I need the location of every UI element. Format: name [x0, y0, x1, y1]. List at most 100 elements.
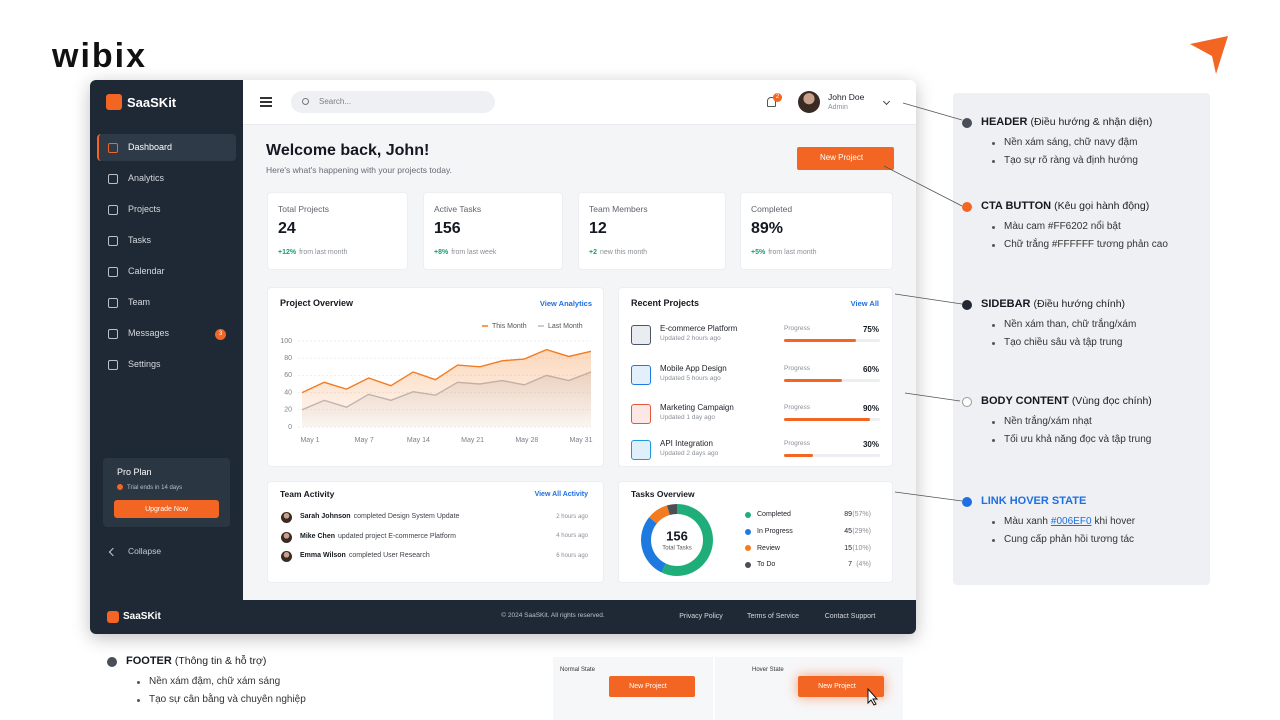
annotation-subtitle: (Kêu gọi hành động): [1054, 200, 1150, 213]
activity-time: 4 hours ago: [556, 533, 588, 540]
progress-track: [784, 454, 880, 457]
stat-change: +2: [589, 249, 597, 257]
activity-text: completed Design System Update: [353, 513, 460, 521]
task-share: (4%): [856, 561, 871, 569]
nav-item[interactable]: Messages: [128, 328, 170, 339]
cta-button[interactable]: [609, 676, 695, 697]
progress-label: Progress: [784, 365, 811, 373]
nav-item[interactable]: Tasks: [128, 235, 152, 246]
annotation-title: HEADER: [981, 115, 1028, 128]
footer-link[interactable]: Terms of Service: [746, 613, 800, 621]
activity-time: 2 hours ago: [556, 513, 588, 520]
project-icon: [631, 440, 651, 460]
progress-bar: [784, 418, 871, 421]
search-box[interactable]: [291, 91, 495, 113]
brand-icon: [106, 94, 122, 110]
annotation-bullet: Nền xám than, chữ trắng/xám: [1004, 318, 1137, 330]
bullet: [992, 323, 995, 327]
nav-item[interactable]: Analytics: [128, 173, 165, 184]
project-updated: Updated 2 days ago: [660, 450, 719, 458]
annotation-title: LINK HOVER STATE: [981, 494, 1087, 507]
bullet: [992, 225, 995, 229]
task-count: 45: [844, 527, 852, 535]
nav-item[interactable]: Settings: [128, 359, 161, 370]
bell[interactable]: [767, 97, 776, 107]
stat-note: from last week: [451, 249, 497, 257]
annotation-bullet: Màu xanh: [1004, 515, 1048, 527]
cta-label[interactable]: New Project: [629, 682, 667, 690]
project-name: Mobile App Design: [660, 363, 727, 373]
stat-label: Active Tasks: [434, 204, 482, 215]
card-link[interactable]: View All: [850, 298, 879, 308]
legend-dot: [745, 562, 751, 569]
footer-link[interactable]: Privacy Policy: [679, 613, 723, 621]
cta-button[interactable]: [797, 147, 894, 170]
task-name: Review: [757, 544, 780, 552]
nav-item[interactable]: Projects: [128, 204, 161, 215]
progress-value: 75%: [862, 324, 879, 334]
nav-icon: [108, 174, 118, 184]
stat-card: [740, 192, 893, 270]
nav-icon: [108, 236, 118, 246]
card-link[interactable]: View All Activity: [534, 491, 588, 499]
footer-brand: SaaSKit: [123, 610, 161, 622]
annotation-bullet: Chữ trắng #FFFFFF tương phản cao: [1004, 239, 1168, 250]
bullet: [992, 141, 995, 145]
stat-note: from last month: [768, 249, 817, 257]
legend-dot: [745, 545, 751, 552]
nav-icon: [108, 329, 118, 339]
nav-item[interactable]: Dashboard: [128, 142, 173, 153]
welcome-title: Welcome back, John!: [266, 142, 430, 160]
bullet: [137, 699, 140, 702]
hamburger-line: [260, 101, 272, 103]
legend-dot: [745, 528, 751, 535]
state-label: Normal State: [560, 666, 596, 673]
card-link[interactable]: View Analytics: [539, 298, 592, 308]
activity-user: Emma Wilson: [300, 552, 346, 560]
project-name: API Integration: [660, 438, 713, 448]
stat-value: 89%: [751, 220, 784, 238]
plan-dot: [117, 484, 123, 490]
bullet: [992, 520, 995, 524]
progress-value: 90%: [862, 403, 879, 413]
card: [618, 287, 893, 467]
messages-badge-bg: [215, 329, 226, 340]
progress-value: 30%: [862, 439, 879, 449]
logo: wibix: [52, 37, 148, 76]
task-name: Completed: [757, 511, 791, 519]
upgrade-label[interactable]: Upgrade Now: [145, 505, 188, 513]
card-title: Tasks Overview: [631, 489, 695, 500]
annotation-bullet: khi hover: [1094, 515, 1136, 527]
card: [267, 287, 604, 467]
collapse[interactable]: Collapse: [128, 546, 162, 557]
cta-label[interactable]: New Project: [818, 682, 856, 690]
upgrade-button[interactable]: [114, 500, 219, 518]
task-name: In Progress: [757, 527, 793, 535]
cta-label[interactable]: New Project: [819, 153, 864, 163]
annotation-link: #006EF0: [1050, 515, 1092, 527]
nav-icon: [108, 267, 118, 277]
annotation-bullet: Nền xám đậm, chữ xám sáng: [149, 675, 281, 687]
annotation-dot: [962, 397, 972, 407]
progress-bar: [784, 379, 842, 382]
stat-change: +12%: [278, 249, 297, 257]
stat-card: [423, 192, 563, 270]
project-updated: Updated 5 hours ago: [660, 375, 721, 383]
task-share: (57%): [852, 511, 871, 519]
nav-icon: [108, 298, 118, 308]
annotation-bullet: Nền trắng/xám nhạt: [1004, 415, 1092, 427]
nav-item[interactable]: Calendar: [128, 266, 165, 277]
card-title: Project Overview: [280, 298, 354, 309]
annotation-dot: [962, 118, 972, 128]
nav-icon: [108, 143, 118, 153]
stat-note: from last month: [299, 249, 348, 257]
nav-item[interactable]: Team: [128, 297, 151, 308]
annotation-bullet: Tối ưu khả năng đọc và tập trung: [1004, 434, 1152, 445]
project-icon: [631, 325, 651, 345]
cta-button[interactable]: [798, 676, 884, 697]
footer-link[interactable]: Contact Support: [824, 613, 876, 621]
activity-time: 6 hours ago: [556, 552, 588, 559]
bell-badge-bg: [773, 93, 782, 102]
stat-note: new this month: [599, 249, 648, 257]
sidebar-brand: SaaSKit: [127, 94, 177, 110]
